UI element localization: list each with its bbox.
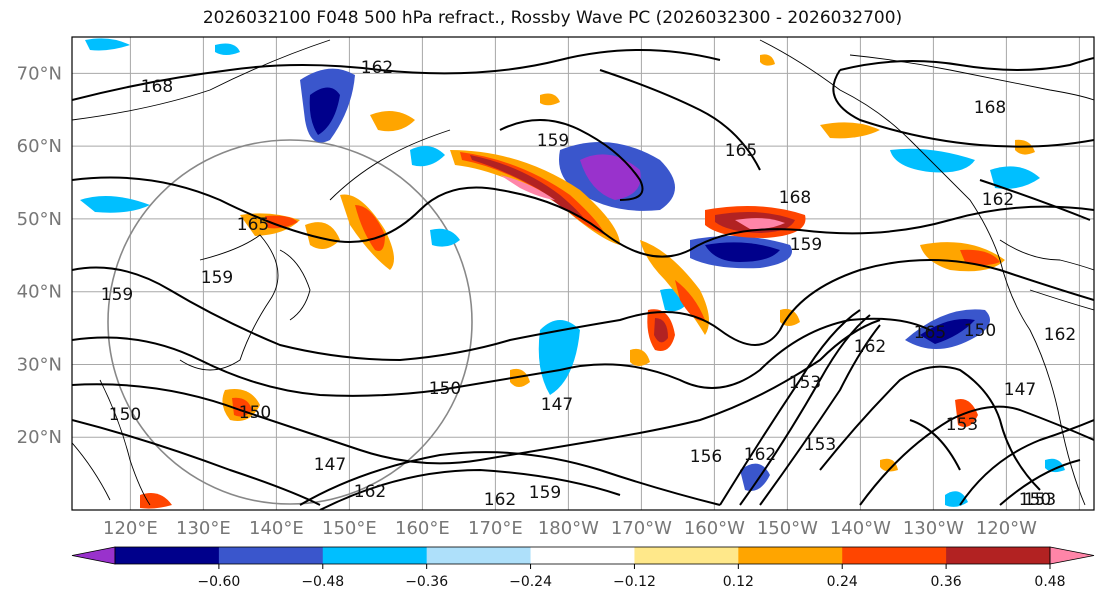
contour-label: 147 (314, 455, 346, 475)
longitude-labels: 120°E 130°E 140°E 150°E 160°E 170°E 180°W 170°W… (103, 518, 1037, 539)
longitude-label: 150°E (322, 518, 377, 539)
colorbar-segment (426, 547, 532, 564)
colorbar-segment (738, 547, 843, 564)
contour-label: 150 (964, 321, 996, 341)
colorbar-tick-label: −0.60 (197, 574, 240, 590)
latitude-label: 40°N (17, 282, 62, 303)
colorbar-extension-low (71, 546, 116, 565)
longitude-label: 170°E (468, 518, 523, 539)
longitude-label: 140°E (249, 518, 304, 539)
contour-label: 165 (237, 215, 269, 235)
latitude-labels: 70°N 60°N 50°N 40°N 30°N 20°N (17, 63, 62, 448)
colorbar-tick-label: −0.12 (613, 574, 656, 590)
contour-label: 147 (1004, 380, 1036, 400)
longitude-label: 130°E (176, 518, 231, 539)
latitude-label: 20°N (17, 427, 62, 448)
colorbar-segment (115, 547, 220, 564)
grey-circle (107, 139, 473, 505)
longitude-label: 180°W (538, 518, 599, 539)
colorbar-tick-label: −0.48 (301, 574, 344, 590)
contour-label: 162 (1044, 325, 1076, 345)
colorbar-tick-label: 0.12 (723, 574, 754, 590)
contour-label: 159 (529, 483, 561, 503)
contour-label: 162 (361, 58, 393, 78)
latitude-label: 60°N (17, 136, 62, 157)
longitude-label: 120°W (976, 518, 1037, 539)
colorbar-segment (530, 547, 635, 564)
contour-label: 150 (1019, 490, 1051, 510)
contour-label: 147 (541, 395, 573, 415)
contour-label: 153 (804, 435, 836, 455)
contour-label: 159 (537, 131, 569, 151)
contour-label: 162 (982, 190, 1014, 210)
contour-label: 162 (854, 337, 886, 357)
plot-frame (71, 36, 1095, 511)
contour-label: 168 (974, 98, 1006, 118)
colorbar-segment (322, 547, 428, 564)
contour-label: 156 (690, 447, 722, 467)
contour-lines (72, 49, 1094, 510)
colorbar-tick-label: −0.36 (405, 574, 448, 590)
longitude-label: 120°E (103, 518, 158, 539)
longitude-label: 130°W (903, 518, 964, 539)
plot-area (72, 37, 1094, 510)
map-title: 2026032100 F048 500 hPa refract., Rossby… (202, 8, 903, 28)
contour-label: 159 (201, 268, 233, 288)
latitude-label: 30°N (17, 354, 62, 375)
colorbar-segment (842, 547, 947, 564)
colorbar-tick-label: −0.24 (509, 574, 552, 590)
colorbar-tick-label: 0.48 (1034, 574, 1065, 590)
contour-labels: 1681621591651681681621651591591591501501… (101, 58, 1076, 510)
colorbar-tick-label: 0.36 (931, 574, 962, 590)
colorbar-tick-label: 0.24 (827, 574, 858, 590)
contour-label: 153 (789, 373, 821, 393)
contour-label: 168 (141, 77, 173, 97)
colorbar-segment (634, 547, 739, 564)
contour-label: 165 (914, 323, 946, 343)
longitude-label: 140°W (830, 518, 891, 539)
contour-label: 153 (946, 415, 978, 435)
contour-label: 159 (790, 235, 822, 255)
longitude-label: 160°E (395, 518, 450, 539)
colorbar-segment (946, 547, 1051, 564)
anomaly-fields (80, 38, 1065, 509)
contour-label: 150 (109, 405, 141, 425)
longitude-label: 150°W (757, 518, 818, 539)
contour-label: 150 (429, 379, 461, 399)
colorbar-extension-high (1049, 546, 1095, 565)
longitude-label: 160°W (684, 518, 745, 539)
contour-label: 150 (239, 403, 271, 423)
contour-label: 159 (101, 285, 133, 305)
contour-label: 153 (1024, 490, 1056, 510)
contour-label: 165 (725, 141, 757, 161)
latitude-label: 50°N (17, 209, 62, 230)
latitude-label: 70°N (17, 63, 62, 84)
coastlines (72, 39, 1094, 506)
colorbar: −0.60 −0.48 −0.36 −0.24 −0.12 0.12 0.24 0.36 0.4… (71, 546, 1095, 590)
contour-label: 168 (779, 188, 811, 208)
contour-label: 162 (744, 445, 776, 465)
colorbar-segment (218, 547, 324, 564)
contour-label: 162 (484, 490, 516, 510)
longitude-label: 170°W (611, 518, 672, 539)
contour-label: 162 (354, 482, 386, 502)
